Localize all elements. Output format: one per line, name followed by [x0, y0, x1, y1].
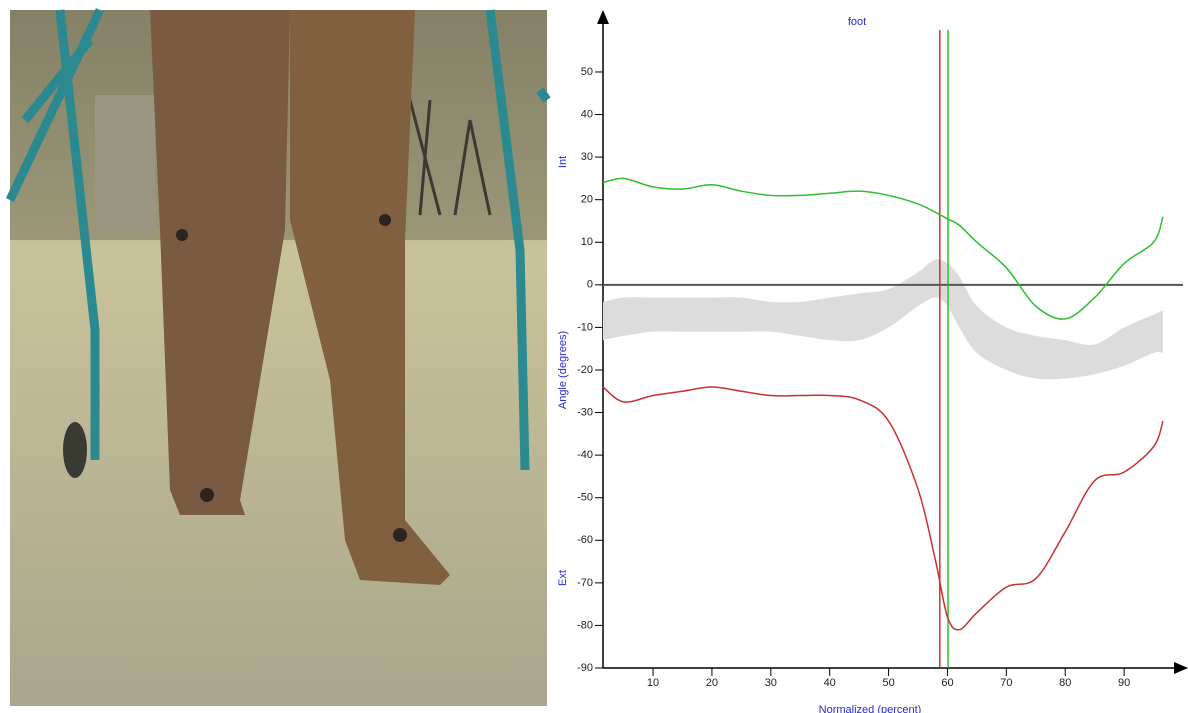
y-tick-label: 10 [581, 236, 593, 248]
y-tick-label: -80 [577, 619, 593, 631]
data-line [602, 386, 1164, 631]
x-tick-label: 40 [824, 677, 836, 689]
y-tick-label: 40 [581, 108, 593, 120]
y-axis-arrow [597, 10, 609, 24]
y-tick-label: -30 [577, 406, 593, 418]
y-tick-label: -50 [577, 492, 593, 504]
x-tick-label: 30 [765, 677, 777, 689]
x-tick-label: 90 [1118, 677, 1130, 689]
y-tick-label: -70 [577, 577, 593, 589]
y-tick-label: -20 [577, 364, 593, 376]
y-tick-label: 20 [581, 194, 593, 206]
y-tick-label: 50 [581, 66, 593, 78]
y-tick-label: -60 [577, 534, 593, 546]
normal-band [603, 258, 1163, 380]
x-tick-label: 20 [706, 677, 718, 689]
y-tick-label: 30 [581, 151, 593, 163]
x-axis-label: Normalized (percent) [819, 704, 922, 713]
annotation: Int [557, 156, 569, 168]
x-tick-label: 50 [882, 677, 894, 689]
video-frame [5, 8, 551, 706]
y-tick-label: -40 [577, 449, 593, 461]
y-axis-label: Angle (degrees) [557, 331, 569, 409]
x-tick-label: 70 [1000, 677, 1012, 689]
data-line [602, 177, 1164, 320]
chart-title: foot [848, 16, 866, 28]
x-axis-arrow [1174, 662, 1188, 674]
x-tick-label: 60 [941, 677, 953, 689]
y-tick-label: 0 [587, 279, 593, 291]
annotation: Ext [557, 570, 569, 586]
x-tick-label: 10 [647, 677, 659, 689]
x-tick-label: 80 [1059, 677, 1071, 689]
y-tick-label: -90 [577, 662, 593, 674]
y-tick-label: -10 [577, 321, 593, 333]
